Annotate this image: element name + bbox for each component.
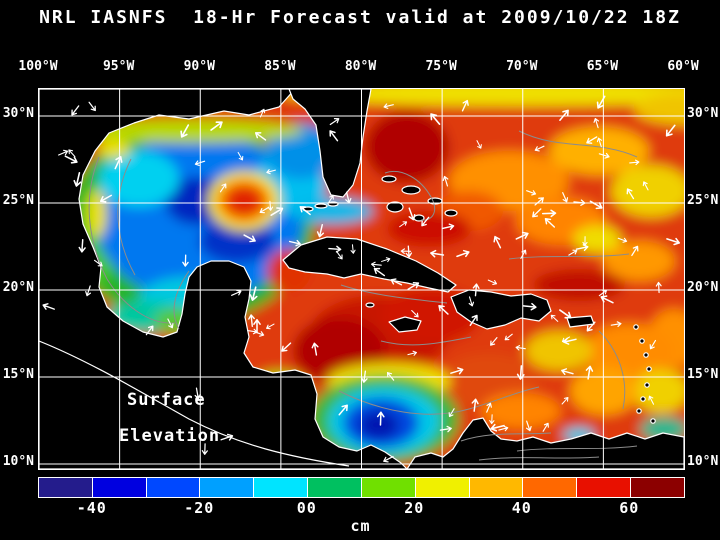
colorbar-segment [145,478,200,497]
colorbar-segment [91,478,146,497]
land-mexico-central-america [39,89,408,469]
land-bahamas [401,185,421,195]
land-antilles [633,324,639,330]
colorbar-segment [253,478,308,497]
lat-label: 15°N [687,367,719,382]
colorbar-segment [522,478,577,497]
pacific-coastline [39,340,350,467]
page-title: NRL IASNFS 18-Hr Forecast valid at 2009/… [39,7,681,28]
colorbar-tick-label: -40 [76,499,107,517]
land-antilles [646,366,652,372]
colorbar-tick-label: 00 [296,499,317,517]
colorbar-unit-label: cm [350,517,371,535]
land-bahamas [386,201,404,213]
lon-label: 60°W [667,59,699,74]
map-annotation-surface: Surface [127,390,206,410]
lon-label: 100°W [18,59,58,74]
land-antilles [636,408,642,414]
land-antilles [643,352,649,358]
lat-label: 30°N [2,106,34,121]
lat-label: 10°N [2,454,34,469]
land-bahamas [444,209,458,217]
colorbar-segment [468,478,523,497]
land-cayman [365,302,375,308]
land-antilles [640,396,646,402]
right-axis: 30°N 25°N 20°N 15°N 10°N [687,88,720,469]
lon-label: 70°W [506,59,538,74]
land-antilles [650,418,656,424]
colorbar-segment [307,478,361,497]
lon-label: 90°W [183,59,215,74]
colorbar-segment [576,478,631,497]
colorbar-segment [39,478,92,497]
colorbar-segment [360,478,415,497]
colorbar-segment [199,478,254,497]
lon-label: 95°W [102,59,135,74]
map-annotation-elevation: Elevation [119,426,220,446]
top-axis: 100°W 95°W 90°W 85°W 80°W 75°W 70°W 65°W 60°W [18,59,698,75]
lon-label: 65°W [586,59,619,74]
colorbar-tick-label: 20 [404,499,425,517]
colorbar [38,477,685,498]
land-bahamas [381,175,397,183]
current-vector-arrows [42,95,681,463]
sea-surface-elevation-field: Surface Elevation [39,89,684,469]
lat-label: 10°N [687,454,719,469]
lat-label: 30°N [687,106,719,121]
land-hispaniola [450,289,552,330]
land-antilles [644,382,650,388]
land-florida-keys [314,203,328,209]
lon-label: 75°W [425,59,457,74]
colorbar-tick-label: -20 [184,499,215,517]
lon-label: 85°W [264,59,296,74]
lat-label: 25°N [687,193,719,208]
land-jamaica [388,316,422,333]
lat-label: 15°N [2,367,34,382]
forecast-map: Surface Elevation [38,88,685,470]
colorbar-ticks: -40 -20 00 20 40 60 [0,499,720,517]
left-axis: 30°N 25°N 20°N 15°N 10°N [0,88,34,469]
colorbar-tick-label: 40 [511,499,532,517]
lat-label: 20°N [2,280,34,295]
colorbar-segment [414,478,469,497]
lat-label: 20°N [687,280,719,295]
colorbar-tick-label: 60 [619,499,640,517]
colorbar-segment [630,478,684,497]
land-antilles [639,338,645,344]
lat-label: 25°N [2,193,34,208]
land-south-america [406,417,684,469]
lat-lon-grid-lines [39,89,684,469]
lon-label: 80°W [344,59,377,74]
